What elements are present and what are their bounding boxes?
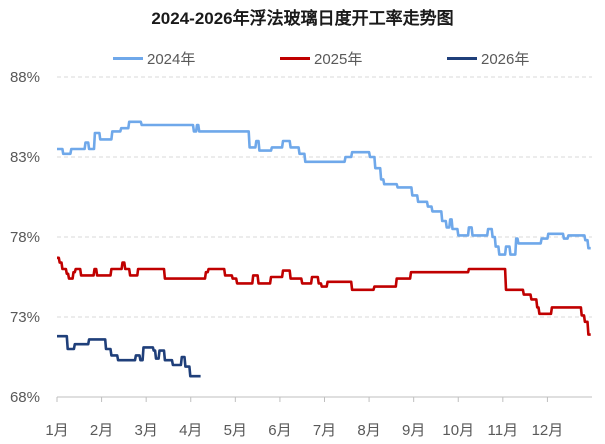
legend-item-2026: 2026年 [447, 46, 529, 70]
x-tick-label: 7月 [313, 422, 336, 439]
y-tick-label: 78% [10, 229, 40, 246]
x-tick-label: 8月 [357, 422, 380, 439]
x-tick-label: 3月 [134, 422, 157, 439]
x-tick-label: 4月 [179, 422, 202, 439]
legend: 2024年 2025年 2026年 [0, 46, 605, 70]
x-tick-label: 5月 [224, 422, 247, 439]
x-tick-label: 10月 [442, 422, 474, 439]
legend-item-2024: 2024年 [113, 46, 195, 70]
x-axis: 1月 2月 3月 4月 5月 6月 7月 8月 9月 10月 11月 12月 [45, 396, 592, 439]
series-lines [57, 120, 591, 378]
legend-label-2024: 2024年 [147, 50, 196, 68]
x-tick-label: 2月 [90, 422, 113, 439]
legend-swatch-2024 [113, 56, 143, 60]
legend-swatch-2026 [447, 56, 477, 60]
chart-title: 2024-2026年浮法玻璃日度开工率走势图 [151, 9, 454, 28]
x-tick-label: 1月 [45, 422, 68, 439]
y-axis: 68% 73% 78% 83% 88% [10, 69, 40, 406]
y-tick-label: 68% [10, 389, 40, 406]
y-tick-label: 73% [10, 309, 40, 326]
legend-item-2025: 2025年 [280, 46, 362, 70]
x-tick-label: 9月 [402, 422, 425, 439]
legend-swatch-2025 [280, 56, 310, 60]
series-line-1 [57, 256, 591, 336]
y-tick-label: 83% [10, 149, 40, 166]
y-tick-label: 88% [10, 69, 40, 86]
grid [57, 76, 592, 318]
x-tick-label: 6月 [268, 422, 291, 439]
legend-label-2026: 2026年 [481, 50, 530, 68]
legend-label-2025: 2025年 [314, 50, 363, 68]
series-line-2 [57, 334, 201, 378]
series-line-0 [57, 120, 591, 256]
x-tick-label: 11月 [488, 422, 519, 439]
x-tick-label: 12月 [532, 422, 564, 439]
